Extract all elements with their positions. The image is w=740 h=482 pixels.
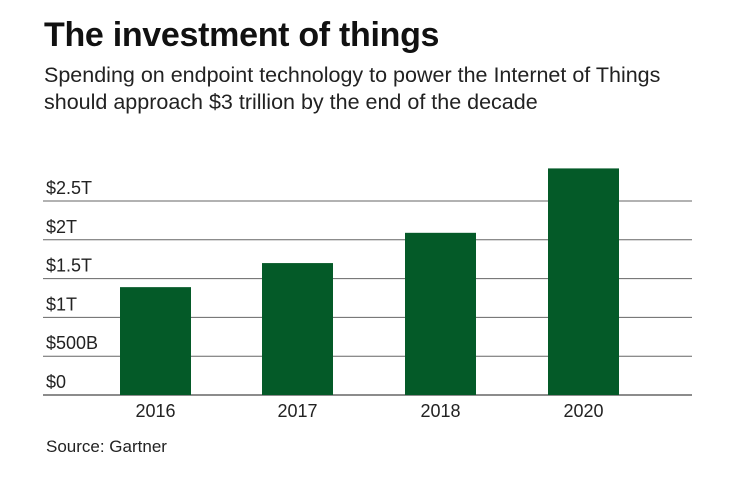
y-tick-label: $2.5T: [46, 178, 92, 198]
bar-2016: [120, 287, 191, 395]
x-tick-label: 2016: [135, 401, 175, 421]
source-note: Source: Gartner: [46, 437, 167, 456]
y-tick-label: $2T: [46, 217, 77, 237]
bar-2020: [548, 168, 619, 395]
y-tick-label: $1T: [46, 294, 77, 314]
bar-2018: [405, 232, 476, 395]
y-tick-label: $1.5T: [46, 256, 92, 276]
bar-2017: [262, 263, 333, 395]
y-tick-label: $0: [46, 372, 66, 392]
x-tick-label: 2018: [420, 401, 460, 421]
x-tick-label: 2017: [277, 401, 317, 421]
chart-subtitle: Spending on endpoint technology to power…: [44, 63, 661, 114]
y-tick-label: $500B: [46, 333, 98, 353]
chart-title: The investment of things: [44, 16, 440, 54]
x-tick-label: 2020: [563, 401, 603, 421]
